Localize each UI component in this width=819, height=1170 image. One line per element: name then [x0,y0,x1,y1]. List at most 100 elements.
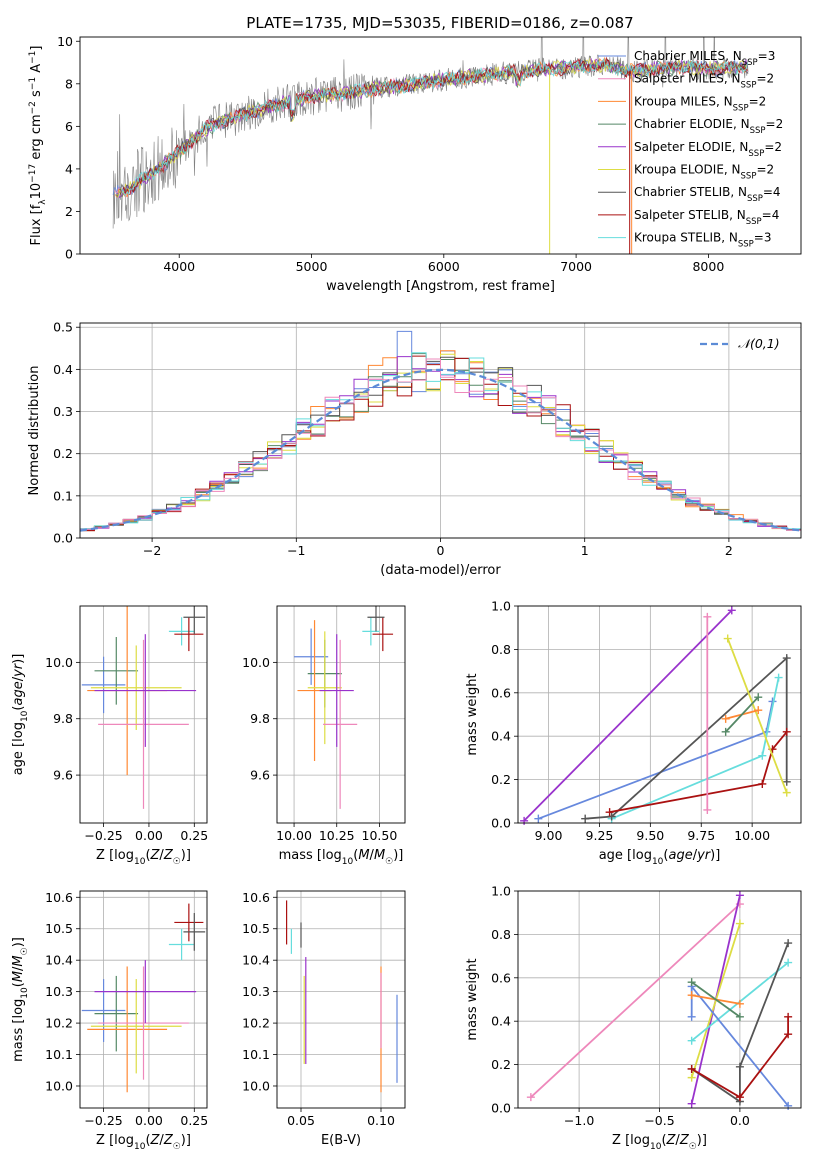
y-tick-label: 6 [65,119,73,134]
weight-point [735,919,744,928]
y-axis-label: mass weight [465,958,480,1040]
histogram-step [80,358,801,531]
legend-label: Chabrier STELIB, NSSP=4 [634,185,781,204]
weight-point [581,814,590,823]
weight-line [691,942,789,1104]
y-tick-label: 0.8 [491,927,511,942]
y-tick-label: 10.1 [242,1047,270,1062]
y-tick-label: 1.0 [491,599,511,614]
x-tick-label: 0.25 [180,828,208,843]
residuals-panel: −2 −1 0 1 2 0.0 0.1 0.2 0.3 0.4 0.5 𝒩(0,1) (data-mod… [27,320,802,578]
x-tick-label: 0 [437,543,445,558]
weight-point [784,939,793,948]
y-axis-label: Normed distribution [27,366,42,496]
y-tick-label: 0.8 [491,642,511,657]
weight-point [735,1093,744,1102]
weight-line [691,981,741,1018]
y-axis-label: mass weight [465,673,480,755]
axes-frame [79,322,802,539]
x-tick-label: 8000 [692,259,724,274]
x-tick-label: 9.50 [636,828,664,843]
x-tick-label: −0.5 [644,1113,674,1128]
y-tick-label: 10.6 [45,890,73,905]
x-tick-label: 10.00 [734,828,770,843]
y-tick-label: 0.2 [53,446,73,461]
x-tick-label: 4000 [163,259,195,274]
spectrum-panel: 4000 5000 6000 7000 8000 0 2 4 6 8 10 Chabrier MILE… [28,34,802,294]
weight-point [703,805,712,814]
x-axis-label: mass [log10(M/M☉)] [279,848,404,867]
y-tick-label: 9.6 [250,768,270,783]
y-tick-label: 4 [65,161,73,176]
x-tick-label: 0.00 [135,1113,163,1128]
x-axis-label: Z [log10(Z/Z☉)] [96,848,191,867]
x-tick-label: 9.25 [586,828,614,843]
y-tick-label: 0.0 [491,816,511,831]
weight-point [758,751,767,760]
y-tick-label: 9.6 [53,768,73,783]
legend-label: 𝒩(0,1) [738,336,780,351]
weight-point [605,808,614,817]
legend-label: Kroupa MILES, NSSP=2 [634,94,766,113]
y-tick-label: 10.2 [242,1016,270,1031]
weight-point [723,634,732,643]
y-tick-label: 0.6 [491,970,511,985]
weight-line [691,1016,789,1099]
weight-point [784,958,793,967]
y-tick-label: 10.0 [242,655,270,670]
x-tick-label: 7000 [560,259,592,274]
age_vs_Z-panel: −0.25 0.00 0.25 9.6 9.8 10.0 Z [log10(Z/Z☉)] ag… [11,605,208,867]
x-axis-label: E(B-V) [321,1133,361,1148]
x-tick-label: 5000 [296,259,328,274]
y-tick-label: 10.4 [45,953,73,968]
weight-line [726,638,788,793]
weight-point [607,812,616,821]
axes-frame [517,890,802,1109]
y-tick-label: 9.8 [250,711,270,726]
y-tick-label: 10.0 [242,1078,270,1093]
weight-line [585,656,788,820]
x-tick-label: −0.25 [84,1113,122,1128]
x-tick-label: 6000 [428,259,460,274]
weight-line [725,696,759,733]
axes-frame [79,36,802,255]
weight-point [703,612,712,621]
x-tick-label: 1 [581,543,589,558]
weight-line [523,609,733,822]
legend-label: Salpeter STELIB, NSSP=4 [634,208,779,227]
y-tick-label: 0.0 [491,1101,511,1116]
y-tick-label: 0.2 [491,772,511,787]
y-tick-label: 10.6 [242,890,270,905]
y-tick-label: 10.2 [45,1016,73,1031]
weight-line [611,677,780,820]
y-tick-label: 0.4 [491,729,511,744]
weight-point [754,693,763,702]
y-tick-label: 2 [65,204,73,219]
x-axis-label: (data-model)/error [380,563,501,578]
y-tick-label: 0.3 [53,404,73,419]
x-tick-label: 0.05 [287,1113,315,1128]
weight-point [782,727,791,736]
y-tick-label: 9.8 [53,711,73,726]
weight-point [774,673,783,682]
y-tick-label: 0.6 [491,685,511,700]
x-tick-label: −0.25 [84,828,122,843]
y-tick-label: 0.1 [53,488,73,503]
y-tick-label: 10 [57,34,73,49]
weight-point [727,606,736,615]
axes-frame [79,890,208,1109]
weight-point [758,779,767,788]
weight-point [782,777,791,786]
y-tick-label: 10.0 [45,1078,73,1093]
legend-label: Kroupa STELIB, NSSP=3 [634,231,772,250]
y-tick-label: 1.0 [491,884,511,899]
weight-point [687,978,696,987]
x-tick-label: −2 [143,543,161,558]
weight-point [735,1012,744,1021]
legend-label: Kroupa ELODIE, NSSP=2 [634,163,774,182]
y-tick-label: 0.4 [53,362,73,377]
y-tick-label: 10.3 [242,984,270,999]
axes-frame [276,605,406,824]
y-tick-label: 0.2 [491,1057,511,1072]
